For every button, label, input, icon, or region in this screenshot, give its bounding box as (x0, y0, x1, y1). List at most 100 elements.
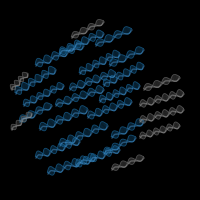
Polygon shape (127, 85, 131, 92)
Polygon shape (83, 156, 86, 164)
Polygon shape (89, 36, 91, 40)
Polygon shape (16, 124, 17, 125)
Polygon shape (90, 153, 93, 162)
Polygon shape (45, 71, 48, 76)
Polygon shape (123, 30, 125, 34)
Polygon shape (78, 40, 81, 46)
Polygon shape (138, 119, 141, 126)
Polygon shape (23, 72, 28, 77)
Polygon shape (79, 80, 82, 88)
Polygon shape (54, 86, 56, 91)
Polygon shape (16, 123, 18, 125)
Polygon shape (98, 127, 99, 129)
Polygon shape (59, 53, 60, 55)
Polygon shape (145, 86, 146, 90)
Polygon shape (101, 39, 103, 44)
Polygon shape (21, 115, 25, 122)
Polygon shape (42, 71, 46, 78)
Polygon shape (113, 52, 116, 58)
Polygon shape (27, 115, 29, 117)
Polygon shape (64, 47, 66, 52)
Polygon shape (128, 126, 129, 129)
Polygon shape (91, 155, 93, 161)
Polygon shape (97, 86, 100, 94)
Polygon shape (23, 103, 25, 106)
Polygon shape (81, 28, 85, 34)
Polygon shape (82, 161, 83, 162)
Polygon shape (89, 129, 91, 134)
Polygon shape (59, 164, 61, 172)
Polygon shape (71, 83, 74, 91)
Polygon shape (28, 83, 29, 85)
Polygon shape (177, 93, 178, 96)
Polygon shape (145, 117, 146, 120)
Polygon shape (110, 79, 112, 82)
Polygon shape (55, 52, 58, 59)
Polygon shape (56, 52, 59, 58)
Polygon shape (43, 151, 45, 155)
Polygon shape (60, 116, 63, 122)
Polygon shape (81, 43, 83, 47)
Polygon shape (152, 132, 153, 133)
Polygon shape (90, 34, 93, 41)
Polygon shape (93, 89, 95, 94)
Polygon shape (74, 32, 77, 38)
Polygon shape (69, 45, 73, 53)
Polygon shape (96, 22, 98, 26)
Polygon shape (52, 146, 55, 153)
Polygon shape (117, 75, 119, 79)
Polygon shape (131, 158, 133, 164)
Polygon shape (120, 89, 122, 95)
Polygon shape (174, 124, 175, 128)
Polygon shape (111, 150, 112, 152)
Polygon shape (144, 132, 145, 138)
Polygon shape (85, 37, 88, 43)
Polygon shape (106, 56, 109, 61)
Polygon shape (118, 147, 119, 151)
Polygon shape (57, 165, 59, 172)
Polygon shape (94, 60, 98, 68)
Polygon shape (130, 123, 134, 129)
Polygon shape (125, 127, 127, 131)
Polygon shape (64, 49, 66, 55)
Polygon shape (129, 124, 132, 130)
Polygon shape (65, 143, 67, 147)
Polygon shape (113, 92, 115, 97)
Polygon shape (42, 75, 43, 77)
Polygon shape (111, 60, 114, 66)
Polygon shape (127, 53, 130, 58)
Polygon shape (177, 91, 179, 97)
Polygon shape (41, 59, 43, 63)
Polygon shape (91, 111, 94, 118)
Polygon shape (48, 120, 52, 127)
Polygon shape (72, 83, 75, 91)
Polygon shape (89, 35, 92, 41)
Polygon shape (157, 129, 159, 133)
Polygon shape (73, 94, 76, 102)
Polygon shape (118, 102, 120, 108)
Polygon shape (115, 77, 116, 80)
Polygon shape (101, 74, 103, 80)
Polygon shape (136, 67, 137, 68)
Polygon shape (63, 47, 66, 53)
Polygon shape (112, 59, 116, 66)
Polygon shape (99, 59, 102, 64)
Polygon shape (86, 92, 87, 96)
Polygon shape (137, 64, 140, 70)
Polygon shape (77, 32, 79, 35)
Polygon shape (130, 69, 131, 72)
Polygon shape (104, 40, 105, 41)
Polygon shape (121, 32, 122, 34)
Polygon shape (145, 85, 147, 90)
Polygon shape (75, 138, 78, 145)
Polygon shape (104, 148, 107, 154)
Polygon shape (124, 161, 126, 166)
Polygon shape (39, 151, 42, 158)
Polygon shape (172, 76, 174, 81)
Polygon shape (97, 20, 100, 26)
Polygon shape (104, 58, 106, 61)
Polygon shape (101, 31, 103, 36)
Polygon shape (108, 92, 111, 100)
Polygon shape (130, 68, 133, 73)
Polygon shape (79, 32, 80, 33)
